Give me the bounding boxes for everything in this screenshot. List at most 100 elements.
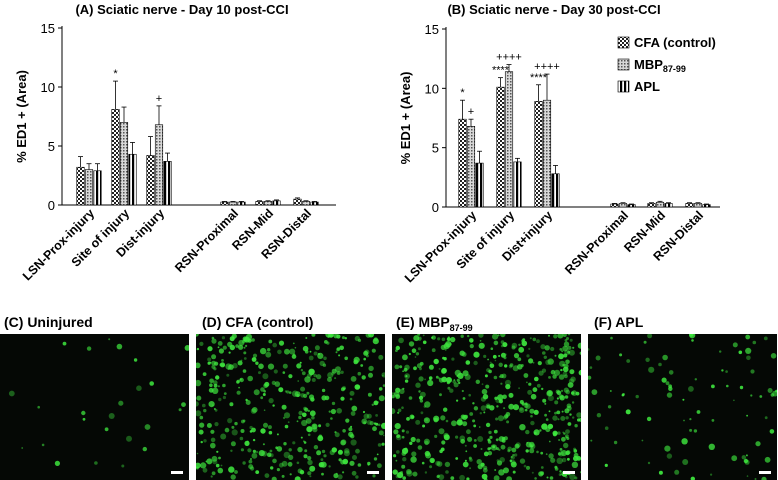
stain-cell — [262, 443, 265, 446]
stain-cell — [480, 448, 483, 450]
stain-cell — [350, 411, 356, 416]
stain-cell — [711, 384, 715, 389]
stain-cell — [276, 468, 280, 472]
stain-cell — [764, 456, 771, 463]
stain-cell — [554, 411, 557, 415]
stain-cell — [543, 355, 547, 359]
stain-cell — [363, 413, 370, 420]
stain-cell — [571, 390, 577, 396]
stain-cell — [662, 354, 668, 361]
stain-cell — [489, 363, 495, 368]
stain-cell — [244, 440, 250, 446]
stain-cell — [498, 375, 501, 378]
stain-cell — [213, 383, 218, 388]
stain-cell — [514, 443, 520, 449]
stain-cell — [427, 379, 434, 387]
stain-cell — [480, 396, 486, 402]
stain-cell — [560, 416, 566, 421]
stain-cell — [377, 423, 381, 427]
stain-cell — [255, 361, 259, 365]
stain-cell — [205, 460, 208, 463]
stain-cell — [337, 474, 343, 480]
stain-cell — [444, 461, 451, 468]
stain-cell — [467, 334, 470, 338]
stain-cell — [445, 419, 449, 423]
stain-cell — [94, 461, 98, 465]
stain-cell — [497, 415, 504, 422]
stain-cell — [619, 353, 623, 357]
stain-cell — [417, 334, 421, 336]
bar — [466, 126, 476, 208]
stain-cell — [493, 375, 498, 380]
stain-cell — [304, 449, 308, 453]
stain-cell — [552, 374, 557, 379]
stain-cell — [199, 422, 205, 428]
stain-cell — [243, 346, 246, 349]
stain-cell — [199, 341, 204, 346]
stain-cell — [211, 455, 218, 462]
stain-cell — [732, 342, 738, 348]
bar — [610, 203, 619, 208]
stain-cell — [519, 407, 523, 411]
stain-cell — [242, 461, 246, 465]
stain-cell — [529, 337, 532, 340]
stain-cell — [434, 434, 438, 438]
stain-cell — [573, 447, 577, 451]
bar — [237, 201, 246, 206]
stain-cell — [438, 428, 445, 435]
stain-cell — [217, 385, 220, 388]
micrograph-label-mbp: (E) MBP87-99 — [396, 314, 473, 333]
stain-cell — [351, 405, 358, 412]
stain-cell — [369, 421, 374, 426]
stain-cell — [460, 438, 466, 444]
y-tick-label: 15 — [425, 22, 439, 37]
stain-cell — [532, 337, 537, 342]
stain-cell — [517, 364, 523, 370]
stain-cell — [335, 351, 338, 354]
stain-cell — [62, 341, 67, 346]
stain-cell — [456, 399, 459, 402]
stain-cell — [571, 401, 575, 404]
stain-cell — [334, 431, 337, 434]
stain-cell — [746, 355, 751, 361]
stain-cell — [546, 476, 549, 479]
stain-cell — [399, 388, 405, 394]
stain-cell — [545, 418, 549, 421]
stain-cell — [770, 353, 777, 359]
stain-cell — [343, 460, 346, 463]
stain-cell — [530, 445, 533, 448]
stain-cell — [203, 439, 207, 443]
y-tick-label: 5 — [432, 141, 439, 156]
stain-cell — [240, 359, 243, 362]
stain-cell — [421, 461, 425, 465]
stain-cell — [211, 471, 216, 476]
stain-cell — [367, 392, 372, 397]
micrograph-label-mbp-sub: 87-99 — [449, 322, 473, 333]
stain-cell — [303, 454, 308, 459]
stain-cell — [449, 388, 454, 393]
stain-cell — [493, 429, 498, 434]
stain-cell — [222, 345, 227, 350]
stain-cell — [381, 422, 385, 429]
stain-cell — [761, 476, 767, 480]
stain-cell — [536, 383, 541, 388]
stain-cell — [260, 396, 264, 400]
stain-cell — [251, 357, 257, 362]
stain-cell — [121, 464, 125, 468]
stain-cell — [626, 359, 631, 363]
stain-cell — [741, 455, 746, 460]
stain-cell — [294, 391, 301, 398]
stain-cell — [318, 462, 325, 468]
stain-cell — [403, 367, 408, 372]
stain-cell — [560, 473, 562, 476]
stain-cell — [235, 344, 239, 348]
stain-cell — [494, 359, 497, 362]
stain-cell — [447, 336, 450, 339]
stain-cell — [433, 358, 439, 365]
bar — [146, 155, 155, 206]
stain-cell — [207, 357, 212, 362]
stain-cell — [438, 474, 445, 480]
stain-cell — [200, 462, 207, 469]
stain-cell — [297, 468, 303, 474]
stain-cell — [590, 439, 593, 442]
